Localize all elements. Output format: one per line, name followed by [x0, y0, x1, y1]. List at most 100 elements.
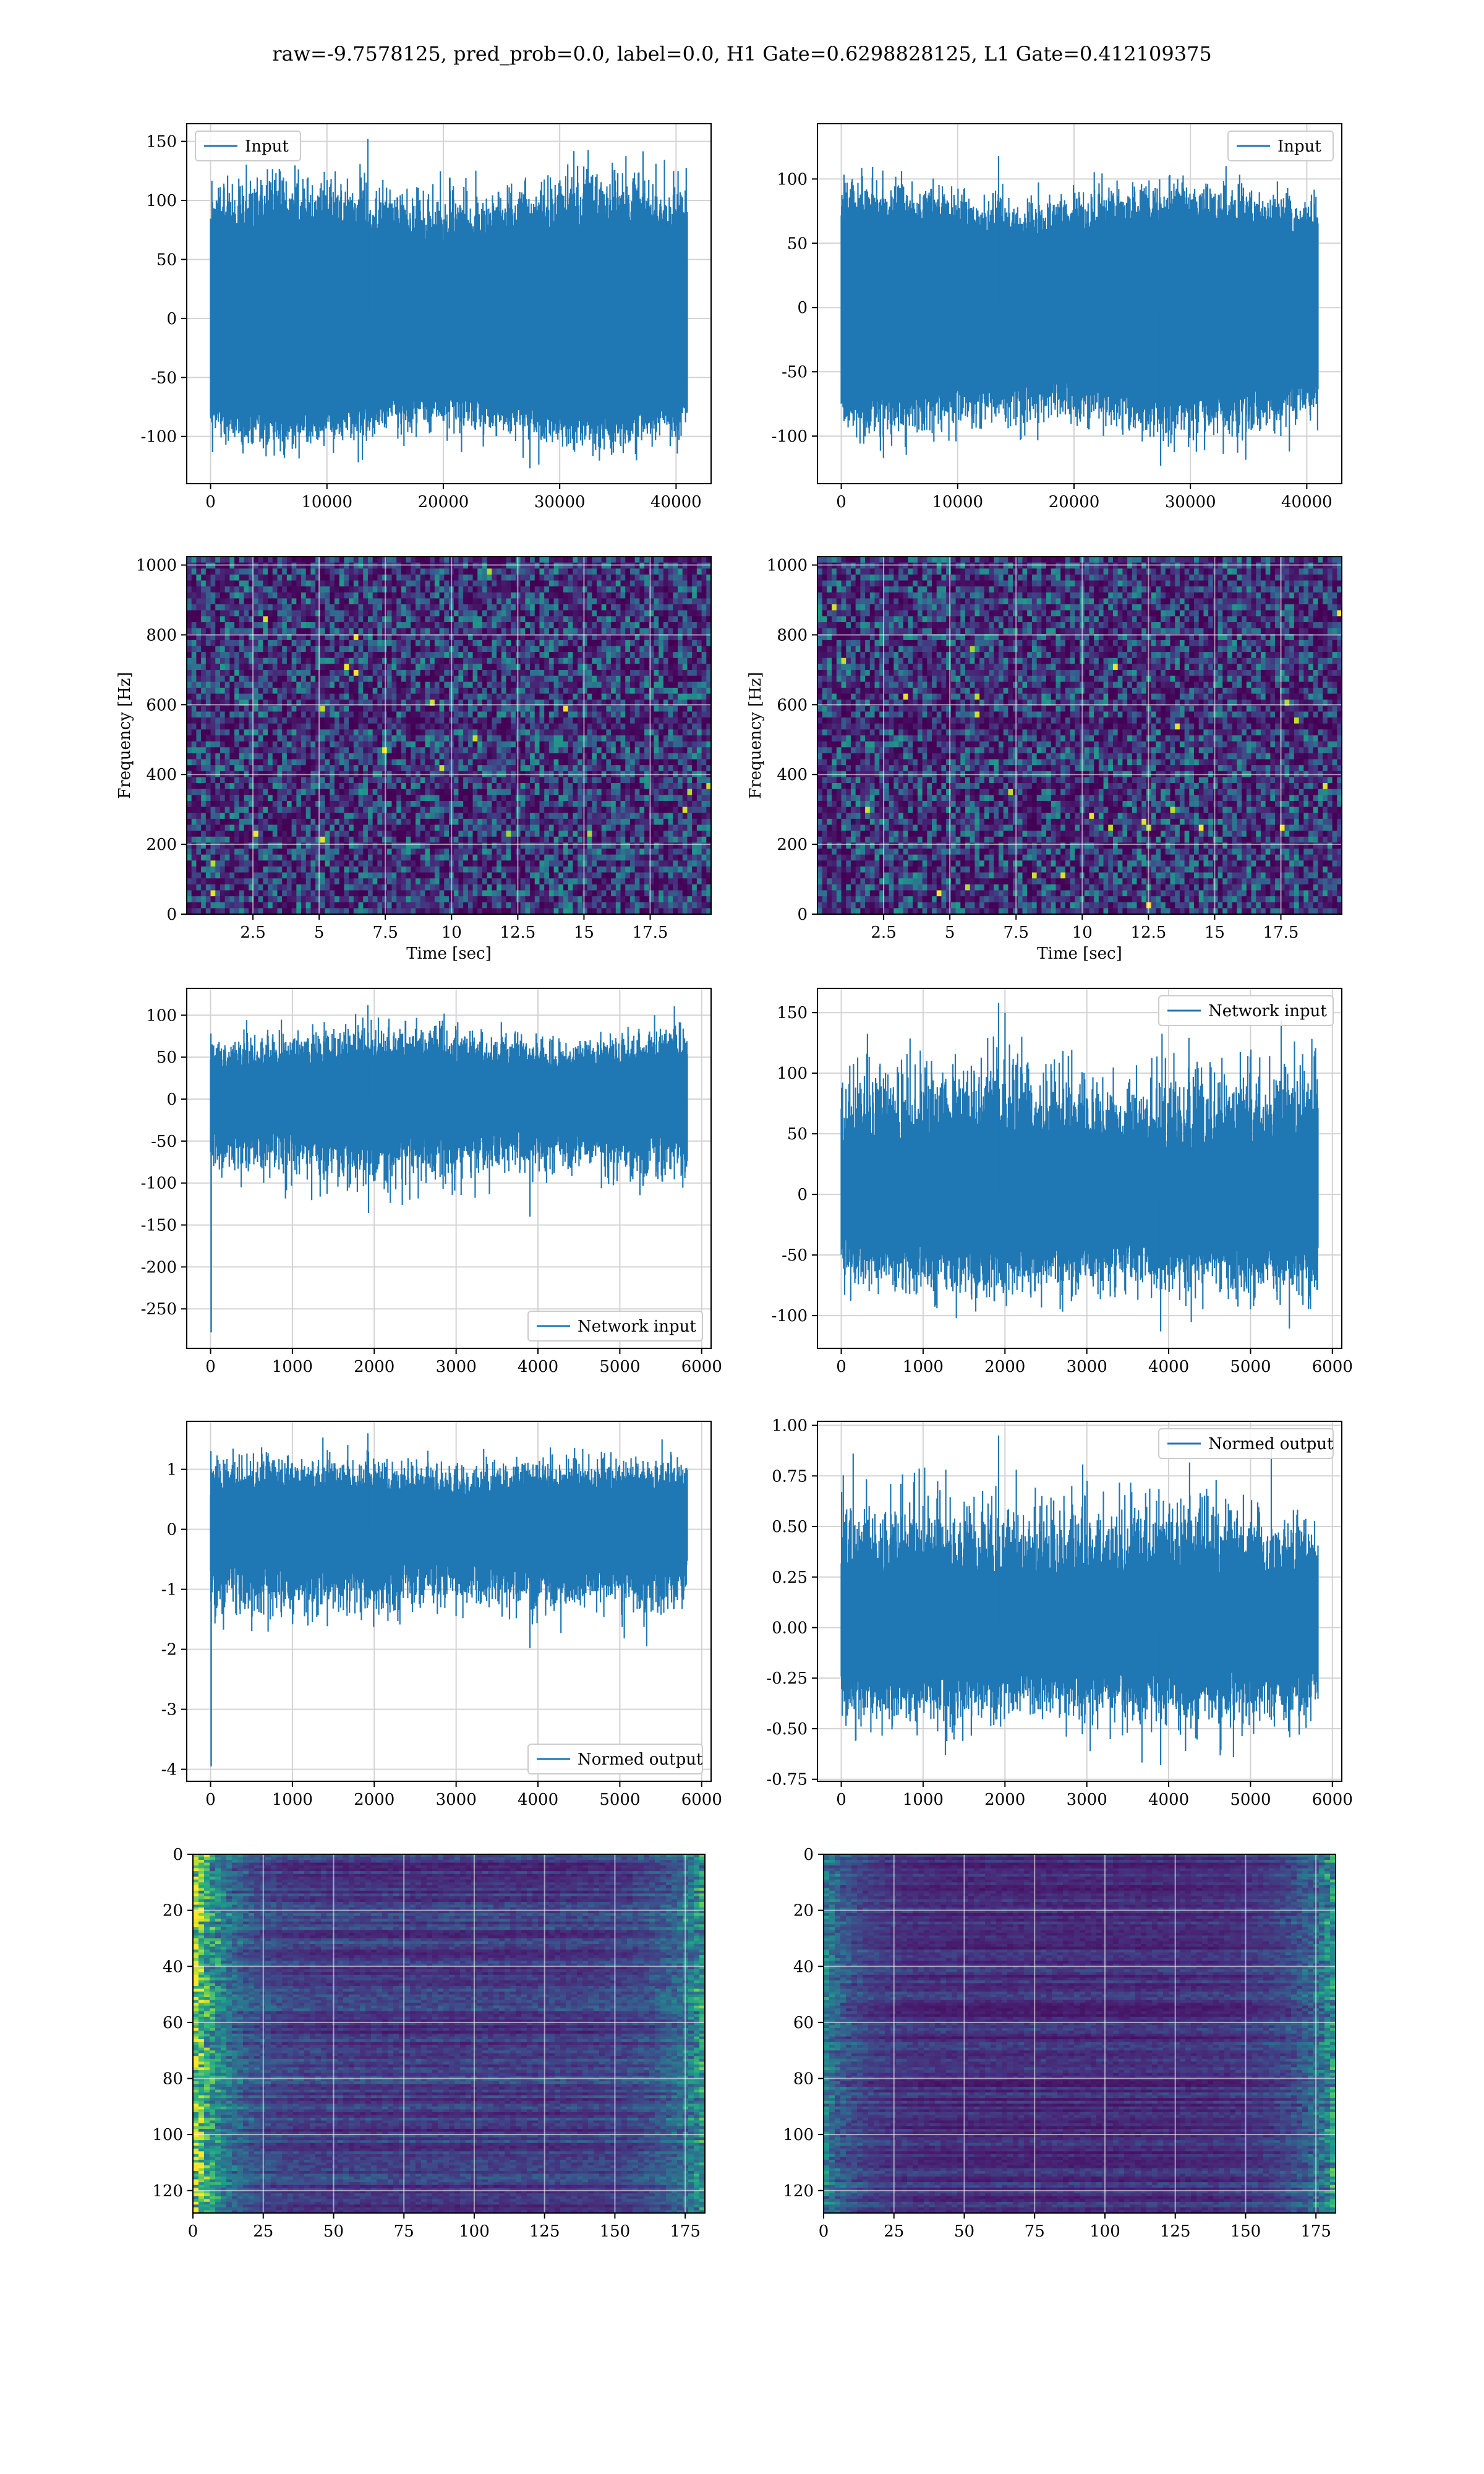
heatmap-cell — [430, 574, 435, 581]
heatmap-cell — [654, 657, 659, 664]
heatmap-cell — [592, 789, 597, 795]
heatmap-cell — [420, 598, 426, 605]
heatmap-cell — [634, 741, 640, 748]
heatmap-cell — [592, 747, 597, 754]
heatmap-cell — [344, 634, 349, 641]
heatmap-cell — [497, 735, 502, 742]
heatmap-cell — [573, 700, 578, 706]
heatmap-cell — [401, 657, 407, 664]
heatmap-cell — [530, 813, 535, 820]
heatmap-cell — [315, 789, 321, 795]
heatmap-cell — [244, 604, 249, 611]
heatmap-cell — [659, 664, 664, 670]
heatmap-cell — [301, 735, 307, 742]
heatmap-cell — [215, 723, 221, 730]
heatmap-cell — [344, 807, 349, 813]
heatmap-cell — [654, 741, 659, 748]
heatmap-cell — [310, 717, 316, 724]
heatmap-cell — [205, 723, 211, 730]
heatmap-cell — [430, 747, 435, 754]
heatmap-cell — [534, 700, 540, 706]
heatmap-cell — [406, 711, 411, 718]
heatmap-cell — [444, 789, 450, 795]
heatmap-cell — [244, 800, 249, 808]
heatmap-cell — [310, 818, 316, 826]
heatmap-cell — [320, 687, 326, 695]
heatmap-cell — [506, 783, 511, 790]
heatmap-cell — [501, 717, 507, 724]
heatmap-cell — [353, 700, 359, 706]
heatmap-cell — [386, 557, 393, 563]
heatmap-cell — [634, 622, 640, 629]
heatmap-cell — [401, 675, 407, 682]
heatmap-cell — [268, 616, 273, 623]
heatmap-cell — [224, 789, 230, 795]
heatmap-cell — [706, 687, 711, 695]
heatmap-cell — [639, 670, 645, 677]
heatmap-cell — [249, 711, 254, 718]
heatmap-cell — [492, 616, 497, 623]
heatmap-cell — [501, 723, 507, 730]
heatmap-cell — [639, 777, 645, 784]
heatmap-cell — [305, 735, 312, 742]
heatmap-cell — [639, 753, 645, 760]
heatmap-cell — [696, 622, 702, 629]
heatmap-cell — [330, 580, 335, 587]
heatmap-cell — [467, 670, 474, 677]
heatmap-cell — [224, 800, 230, 808]
heatmap-cell — [539, 580, 545, 587]
heatmap-cell — [568, 610, 574, 617]
heatmap-cell — [544, 562, 550, 569]
heatmap-cell — [320, 693, 326, 700]
heatmap-cell — [210, 670, 216, 677]
heatmap-cell — [548, 800, 555, 808]
heatmap-cell — [339, 616, 344, 623]
heatmap-cell — [659, 592, 664, 599]
heatmap-cell — [372, 557, 378, 563]
heatmap-cell — [363, 664, 369, 670]
heatmap-cell — [444, 562, 450, 569]
heatmap-cell — [253, 735, 259, 742]
heatmap-cell — [396, 675, 402, 682]
heatmap-cell — [239, 592, 245, 599]
heatmap-cell — [325, 598, 330, 605]
heatmap-cell — [234, 687, 240, 695]
heatmap-cell — [239, 789, 245, 795]
heatmap-cell — [530, 765, 535, 772]
heatmap-cell — [396, 652, 402, 659]
heatmap-cell — [411, 747, 416, 754]
heatmap-cell — [558, 640, 564, 647]
heatmap-cell — [234, 795, 240, 802]
heatmap-cell — [305, 568, 312, 575]
heatmap-cell — [224, 622, 230, 629]
heatmap-cell — [334, 634, 340, 641]
heatmap-cell — [634, 574, 640, 581]
heatmap-cell — [578, 747, 583, 754]
heatmap-cell — [229, 574, 235, 581]
heatmap-cell — [353, 705, 359, 713]
heatmap-cell — [678, 795, 683, 802]
heatmap-cell — [706, 723, 711, 730]
heatmap-cell — [654, 598, 659, 605]
heatmap-cell — [205, 604, 211, 611]
heatmap-cell — [277, 687, 283, 695]
heatmap-cell — [654, 765, 659, 772]
heatmap-cell — [458, 640, 464, 647]
heatmap-cell — [353, 562, 359, 569]
heatmap-cell — [205, 818, 211, 826]
heatmap-cell — [453, 616, 459, 623]
heatmap-cell — [434, 652, 440, 659]
heatmap-cell — [611, 813, 616, 820]
heatmap-cell — [291, 807, 297, 813]
heatmap-cell — [696, 783, 702, 790]
heatmap-cell — [349, 682, 354, 688]
heatmap-cell — [205, 705, 211, 713]
heatmap-cell — [477, 705, 483, 713]
heatmap-cell — [506, 628, 511, 635]
heatmap-cell — [363, 818, 369, 826]
heatmap-cell — [687, 557, 693, 563]
heatmap-cell — [582, 574, 588, 581]
heatmap-cell — [386, 616, 393, 623]
heatmap-cell — [411, 818, 416, 826]
heatmap-cell — [430, 640, 435, 647]
